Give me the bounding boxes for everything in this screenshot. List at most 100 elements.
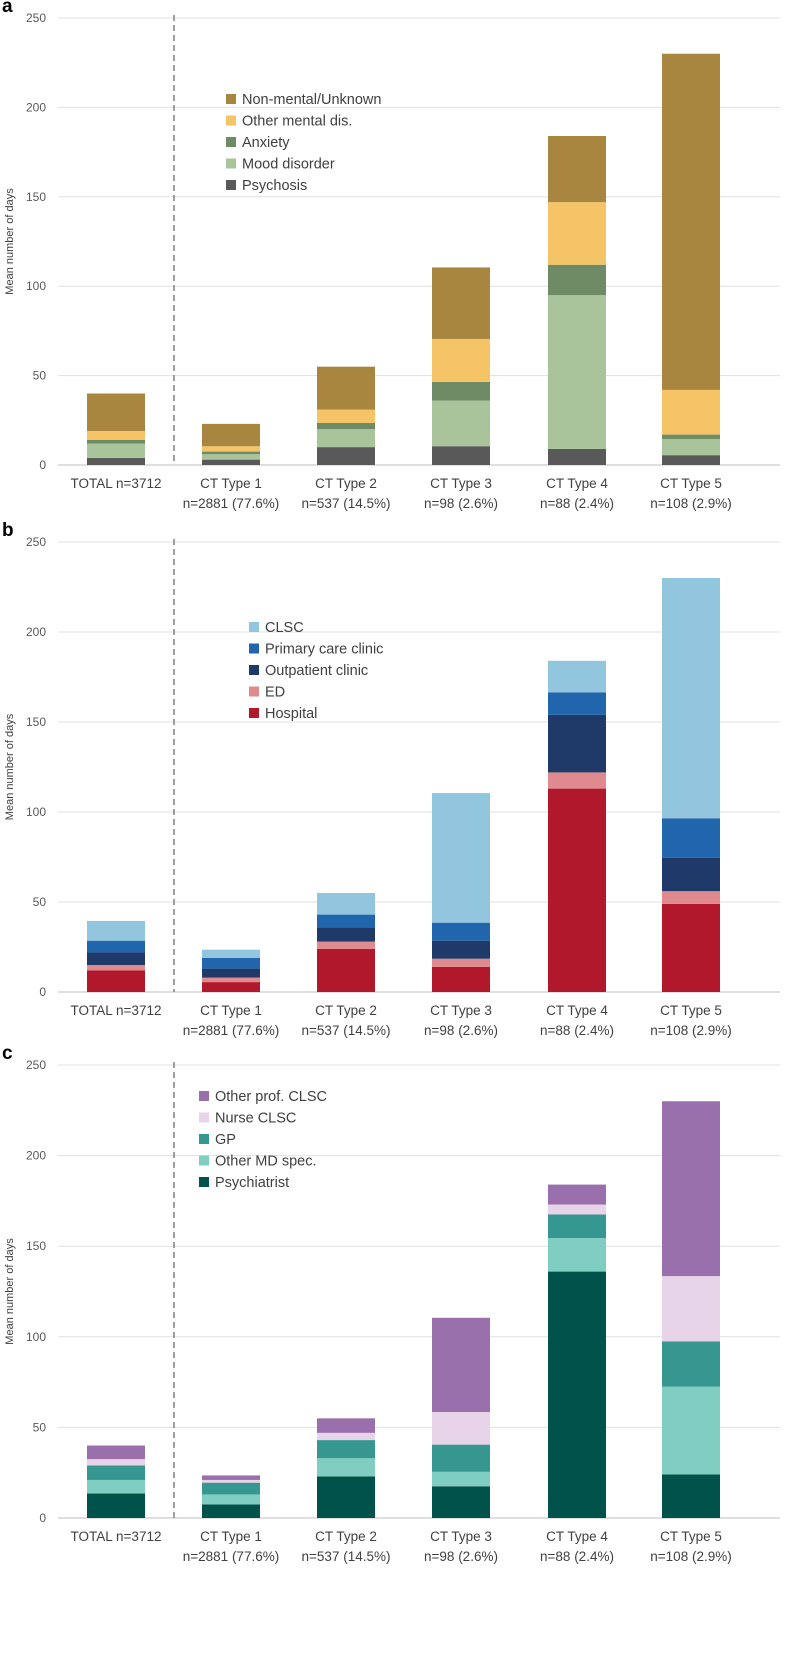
bar-segment-clsc	[87, 920, 145, 941]
legend-label: Other MD spec.	[215, 1154, 317, 1170]
y-tick-label: 200	[26, 100, 46, 114]
legend-label: Outpatient clinic	[265, 663, 368, 679]
bar-segment-mood-disorder	[662, 439, 720, 456]
x-tick-label: CT Type 3	[430, 476, 492, 491]
bar-segment-other-md-spec-	[202, 1494, 260, 1505]
bar-segment-nurse-clsc	[87, 1459, 145, 1466]
legend-label: Mood disorder	[242, 157, 335, 173]
legend-label: Non-mental/Unknown	[242, 92, 381, 108]
y-tick-label: 250	[26, 11, 46, 25]
legend-label: CLSC	[265, 620, 304, 636]
bar-segment-non-mental-unknown	[432, 267, 490, 339]
x-tick-label: CT Type 2	[315, 1003, 377, 1018]
bar-segment-nurse-clsc	[317, 1432, 375, 1441]
legend-label: GP	[215, 1132, 236, 1148]
legend-label: Anxiety	[242, 135, 290, 151]
bar-segment-hospital	[548, 788, 606, 992]
bar-segment-nurse-clsc	[202, 1479, 260, 1483]
bar-segment-primary-care-clinic	[202, 957, 260, 969]
panel-label-c: c	[2, 1043, 13, 1064]
bar-segment-clsc	[662, 578, 720, 819]
bar-segment-psychosis	[87, 457, 145, 465]
x-tick-label: TOTAL n=3712	[71, 1529, 162, 1544]
bar-segment-psychiatrist	[317, 1476, 375, 1518]
x-tick-label: n=108 (2.9%)	[650, 496, 731, 511]
bar-segment-outpatient-clinic	[202, 968, 260, 978]
x-tick-label: n=98 (2.6%)	[424, 496, 498, 511]
bar-segment-non-mental-unknown	[202, 423, 260, 447]
bar-segment-other-prof-clsc	[317, 1418, 375, 1433]
bar-segment-primary-care-clinic	[432, 922, 490, 941]
bar-segment-other-md-spec-	[317, 1458, 375, 1477]
x-tick-label: n=537 (14.5%)	[302, 1549, 391, 1564]
legend-label: Psychiatrist	[215, 1175, 289, 1191]
bar-segment-anxiety	[317, 422, 375, 430]
legend-swatch	[249, 686, 259, 697]
x-tick-label: n=537 (14.5%)	[302, 1023, 391, 1038]
bar-segment-gp	[317, 1440, 375, 1459]
bar-segment-anxiety	[202, 451, 260, 455]
legend-label: Psychosis	[242, 178, 307, 194]
bar-segment-psychiatrist	[202, 1504, 260, 1518]
bar-segment-hospital	[662, 903, 720, 992]
bar-segment-mood-disorder	[317, 429, 375, 448]
bar-segment-outpatient-clinic	[662, 857, 720, 892]
bar-segment-psychosis	[432, 446, 490, 465]
bar-segment-clsc	[202, 949, 260, 958]
bar-segment-psychosis	[662, 455, 720, 465]
x-tick-label: CT Type 1	[200, 1003, 262, 1018]
bar-segment-outpatient-clinic	[548, 714, 606, 773]
y-tick-label: 200	[26, 625, 46, 639]
x-tick-label: n=108 (2.9%)	[650, 1023, 731, 1038]
legend-swatch	[226, 180, 236, 190]
x-tick-label: n=88 (2.4%)	[540, 1023, 614, 1038]
bar-segment-ed	[432, 958, 490, 967]
bar-segment-hospital	[87, 970, 145, 992]
bar-segment-other-mental-dis-	[87, 431, 145, 440]
y-tick-label: 200	[26, 1149, 46, 1163]
y-tick-label: 150	[26, 1239, 46, 1253]
bar-segment-other-prof-clsc	[202, 1475, 260, 1480]
x-tick-label: CT Type 2	[315, 1529, 377, 1544]
x-tick-label: n=98 (2.6%)	[424, 1023, 498, 1038]
bar-segment-gp	[662, 1341, 720, 1387]
bar-segment-clsc	[317, 893, 375, 915]
bar-segment-outpatient-clinic	[87, 952, 145, 965]
x-tick-label: CT Type 5	[660, 1529, 722, 1544]
legend-swatch	[199, 1177, 209, 1187]
bar-segment-other-mental-dis-	[202, 446, 260, 452]
bar-segment-psychiatrist	[548, 1271, 606, 1518]
legend-swatch	[199, 1091, 209, 1101]
bar-segment-primary-care-clinic	[87, 940, 145, 953]
legend-swatch	[199, 1134, 209, 1144]
bar-segment-anxiety	[548, 264, 606, 296]
y-axis-label: Mean number of days	[4, 1238, 16, 1345]
bar-segment-ed	[317, 941, 375, 949]
bar-segment-other-mental-dis-	[548, 202, 606, 265]
x-tick-label: CT Type 4	[546, 476, 608, 491]
y-tick-label: 50	[33, 1420, 47, 1434]
bar-segment-outpatient-clinic	[432, 940, 490, 959]
legend-label: Hospital	[265, 706, 317, 722]
bar-segment-ed	[548, 772, 606, 789]
bar-segment-mood-disorder	[202, 454, 260, 460]
x-tick-label: CT Type 3	[430, 1003, 492, 1018]
y-tick-label: 150	[26, 715, 46, 729]
x-tick-label: n=88 (2.4%)	[540, 496, 614, 511]
bar-segment-ed	[87, 965, 145, 971]
y-tick-label: 50	[33, 895, 47, 909]
bar-segment-primary-care-clinic	[317, 914, 375, 928]
bar-segment-other-mental-dis-	[432, 338, 490, 382]
x-tick-label: CT Type 5	[660, 476, 722, 491]
bar-segment-psychiatrist	[662, 1474, 720, 1518]
x-tick-label: CT Type 1	[200, 476, 262, 491]
y-tick-label: 250	[26, 1058, 46, 1072]
legend-swatch	[226, 115, 236, 126]
bar-segment-anxiety	[87, 439, 145, 444]
x-tick-label: CT Type 5	[660, 1003, 722, 1018]
bar-segment-nurse-clsc	[432, 1411, 490, 1445]
y-tick-label: 50	[33, 369, 47, 383]
bar-segment-mood-disorder	[432, 400, 490, 447]
y-tick-label: 150	[26, 190, 46, 204]
